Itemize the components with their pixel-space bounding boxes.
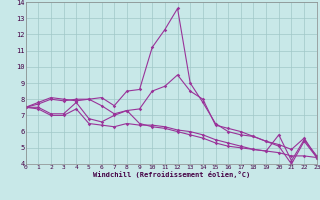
X-axis label: Windchill (Refroidissement éolien,°C): Windchill (Refroidissement éolien,°C) bbox=[92, 171, 250, 178]
